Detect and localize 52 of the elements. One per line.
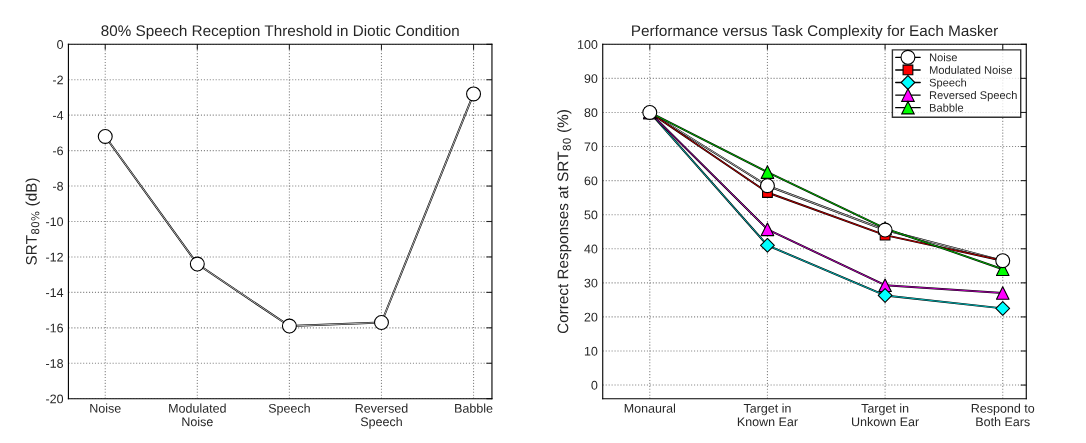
y-tick-label: 70 [584,142,598,152]
y-tick-label: 20 [584,312,598,322]
x-tick-label: Modulated Noise [169,403,226,427]
point [466,86,482,102]
point [97,128,113,144]
point [760,222,775,237]
y-tick-label: -12 [46,252,63,262]
y-tick-label: 90 [584,74,598,84]
x-tick-label: Babble [455,403,493,413]
y-tick-label: 80 [584,108,598,118]
y-tick-label: 10 [584,346,598,356]
x-tick-label: Speech [268,403,310,416]
x-tick-label: Reversed Speech [355,403,408,429]
chart-title: Performance versus Task Complexity for Each Masker [632,24,998,40]
y-tick-label: -10 [46,217,64,227]
y-tick-label: 30 [584,278,598,288]
y-tick-label: 60 [584,176,598,186]
y-tick-label: -14 [46,288,64,297]
y-tick-label: -20 [46,394,64,404]
y-axis-title: Correct Responses at SRT$_{80}$ (%) [557,110,572,334]
y-tick-label: 0 [57,40,64,49]
y-tick-label: -16 [46,323,64,333]
x-tick-label: Target in Unkown Ear [852,403,919,427]
y-tick-label: -18 [46,359,64,368]
point [281,318,297,334]
y-tick-label: 100 [577,40,598,49]
point [995,300,1011,316]
point [189,256,205,272]
y-tick-label: -4 [53,111,64,120]
y-tick-label: -6 [53,146,64,156]
legend-label: Babble [929,103,964,112]
x-tick-label: Target in Known Ear [737,403,798,427]
y-tick-label: 40 [584,244,598,254]
point [760,237,775,253]
legend-label: Modulated Noise [929,65,1012,74]
point [373,315,389,331]
chart-title: 80% Speech Reception Threshold in Diotic Condition [101,24,459,40]
y-tick-label: 0 [591,380,598,390]
point [995,286,1010,300]
point [759,178,775,194]
point [877,288,893,303]
legend-label: Reversed Speech [929,90,1017,102]
y-tick-label: -8 [53,181,64,191]
x-tick-label: Respond to Both Ears [971,403,1035,427]
point [760,165,775,179]
x-tick-label: Noise [90,403,121,413]
legend-label: Noise [929,53,957,62]
y-tick-label: 50 [584,210,598,220]
legend-label: Speech [929,78,967,89]
y-axis-title: SRT$_{80%}$ (dB) [25,178,40,265]
y-tick-label: -2 [53,75,63,85]
x-tick-label: Monaural [624,403,676,413]
